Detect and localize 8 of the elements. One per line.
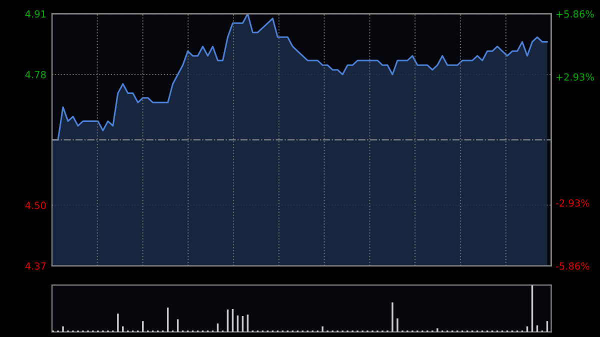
y-tick-label: 4.78	[25, 70, 46, 78]
y2-tick-label: -5.86%	[556, 262, 590, 270]
y2-tick-label: -2.93%	[556, 199, 590, 207]
y2-tick-label: +2.93%	[556, 73, 594, 81]
y-tick-label: 4.50	[25, 202, 46, 210]
y2-tick-label: +5.86%	[556, 10, 594, 18]
y-tick-label: 4.91	[25, 10, 46, 18]
y-tick-label: 4.37	[25, 262, 46, 270]
